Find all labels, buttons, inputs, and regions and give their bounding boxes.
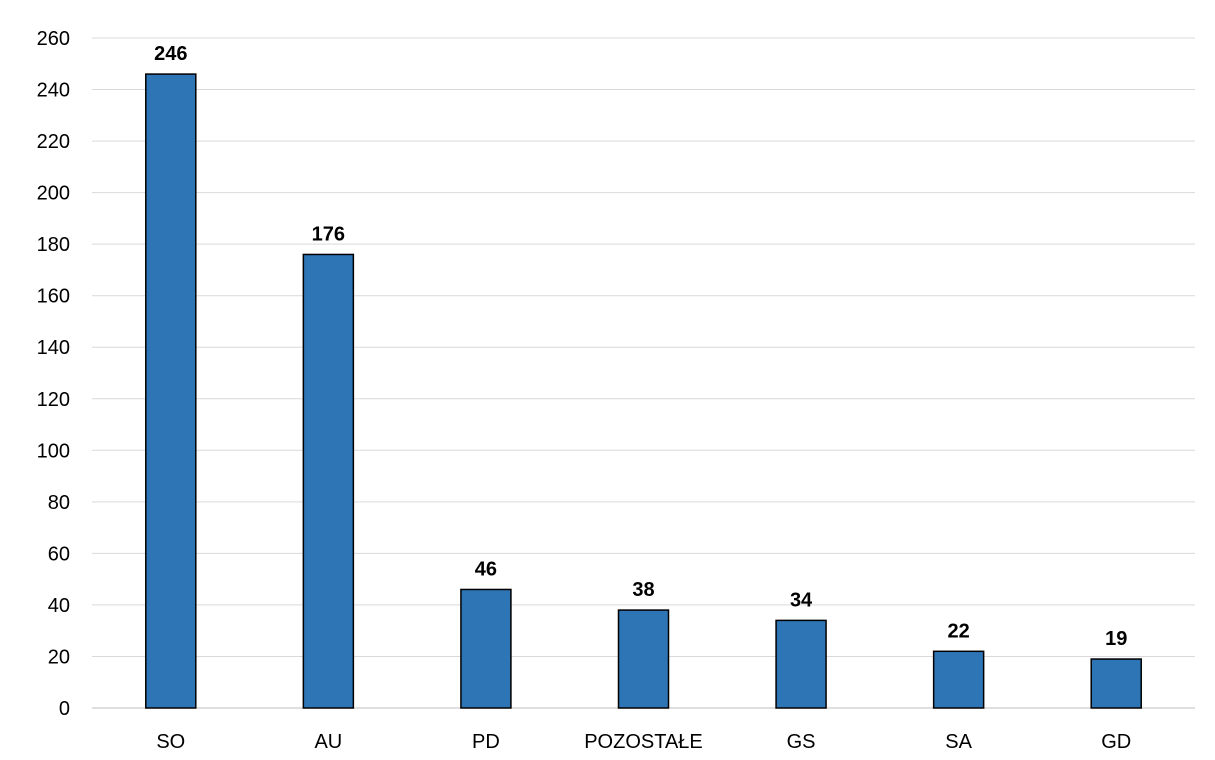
y-tick-label: 80 [48,492,70,514]
y-tick-label: 160 [37,286,70,308]
y-tick-label: 180 [37,234,70,256]
bar-gs [775,619,827,709]
y-tick-label: 260 [37,28,70,50]
x-tick-label: PD [472,731,500,753]
y-tick-label: 60 [48,543,70,565]
y-tick-label: 140 [37,337,70,359]
data-label: 34 [790,589,813,611]
data-label: 22 [948,620,970,642]
x-axis-ticks: SO AU PD POZOSTAŁE GS SA GD [156,731,1131,753]
bar-au [302,253,355,709]
bar-gd [1090,658,1142,709]
y-tick-label: 220 [37,131,70,153]
bars [145,73,1142,709]
bar-so [145,73,197,709]
y-tick-label: 240 [37,80,70,102]
bar-pd [460,588,512,709]
y-tick-label: 100 [37,440,70,462]
y-tick-label: 120 [37,389,70,411]
data-label: 46 [475,558,497,580]
x-tick-label: POZOSTAŁE [584,731,703,753]
data-label: 176 [312,223,345,245]
x-tick-label: SA [945,731,972,753]
x-tick-label: SO [156,731,185,753]
y-tick-label: 40 [48,595,70,617]
data-label: 246 [154,43,187,65]
bar-pozostałe [617,609,670,709]
bar-sa [932,650,985,709]
data-label: 38 [632,579,654,601]
y-tick-label: 200 [37,183,70,205]
y-tick-label: 0 [59,698,70,720]
y-axis-ticks: 0 20 40 60 80 100 120 140 160 180 200 220 240 260 [37,28,70,720]
y-tick-label: 20 [48,646,70,668]
data-label: 19 [1105,628,1127,650]
data-labels: 246 176 46 38 34 22 19 [154,43,1127,650]
x-tick-label: GS [787,731,816,753]
gridlines [92,37,1195,709]
x-tick-label: AU [314,731,342,753]
x-tick-label: GD [1101,731,1131,753]
